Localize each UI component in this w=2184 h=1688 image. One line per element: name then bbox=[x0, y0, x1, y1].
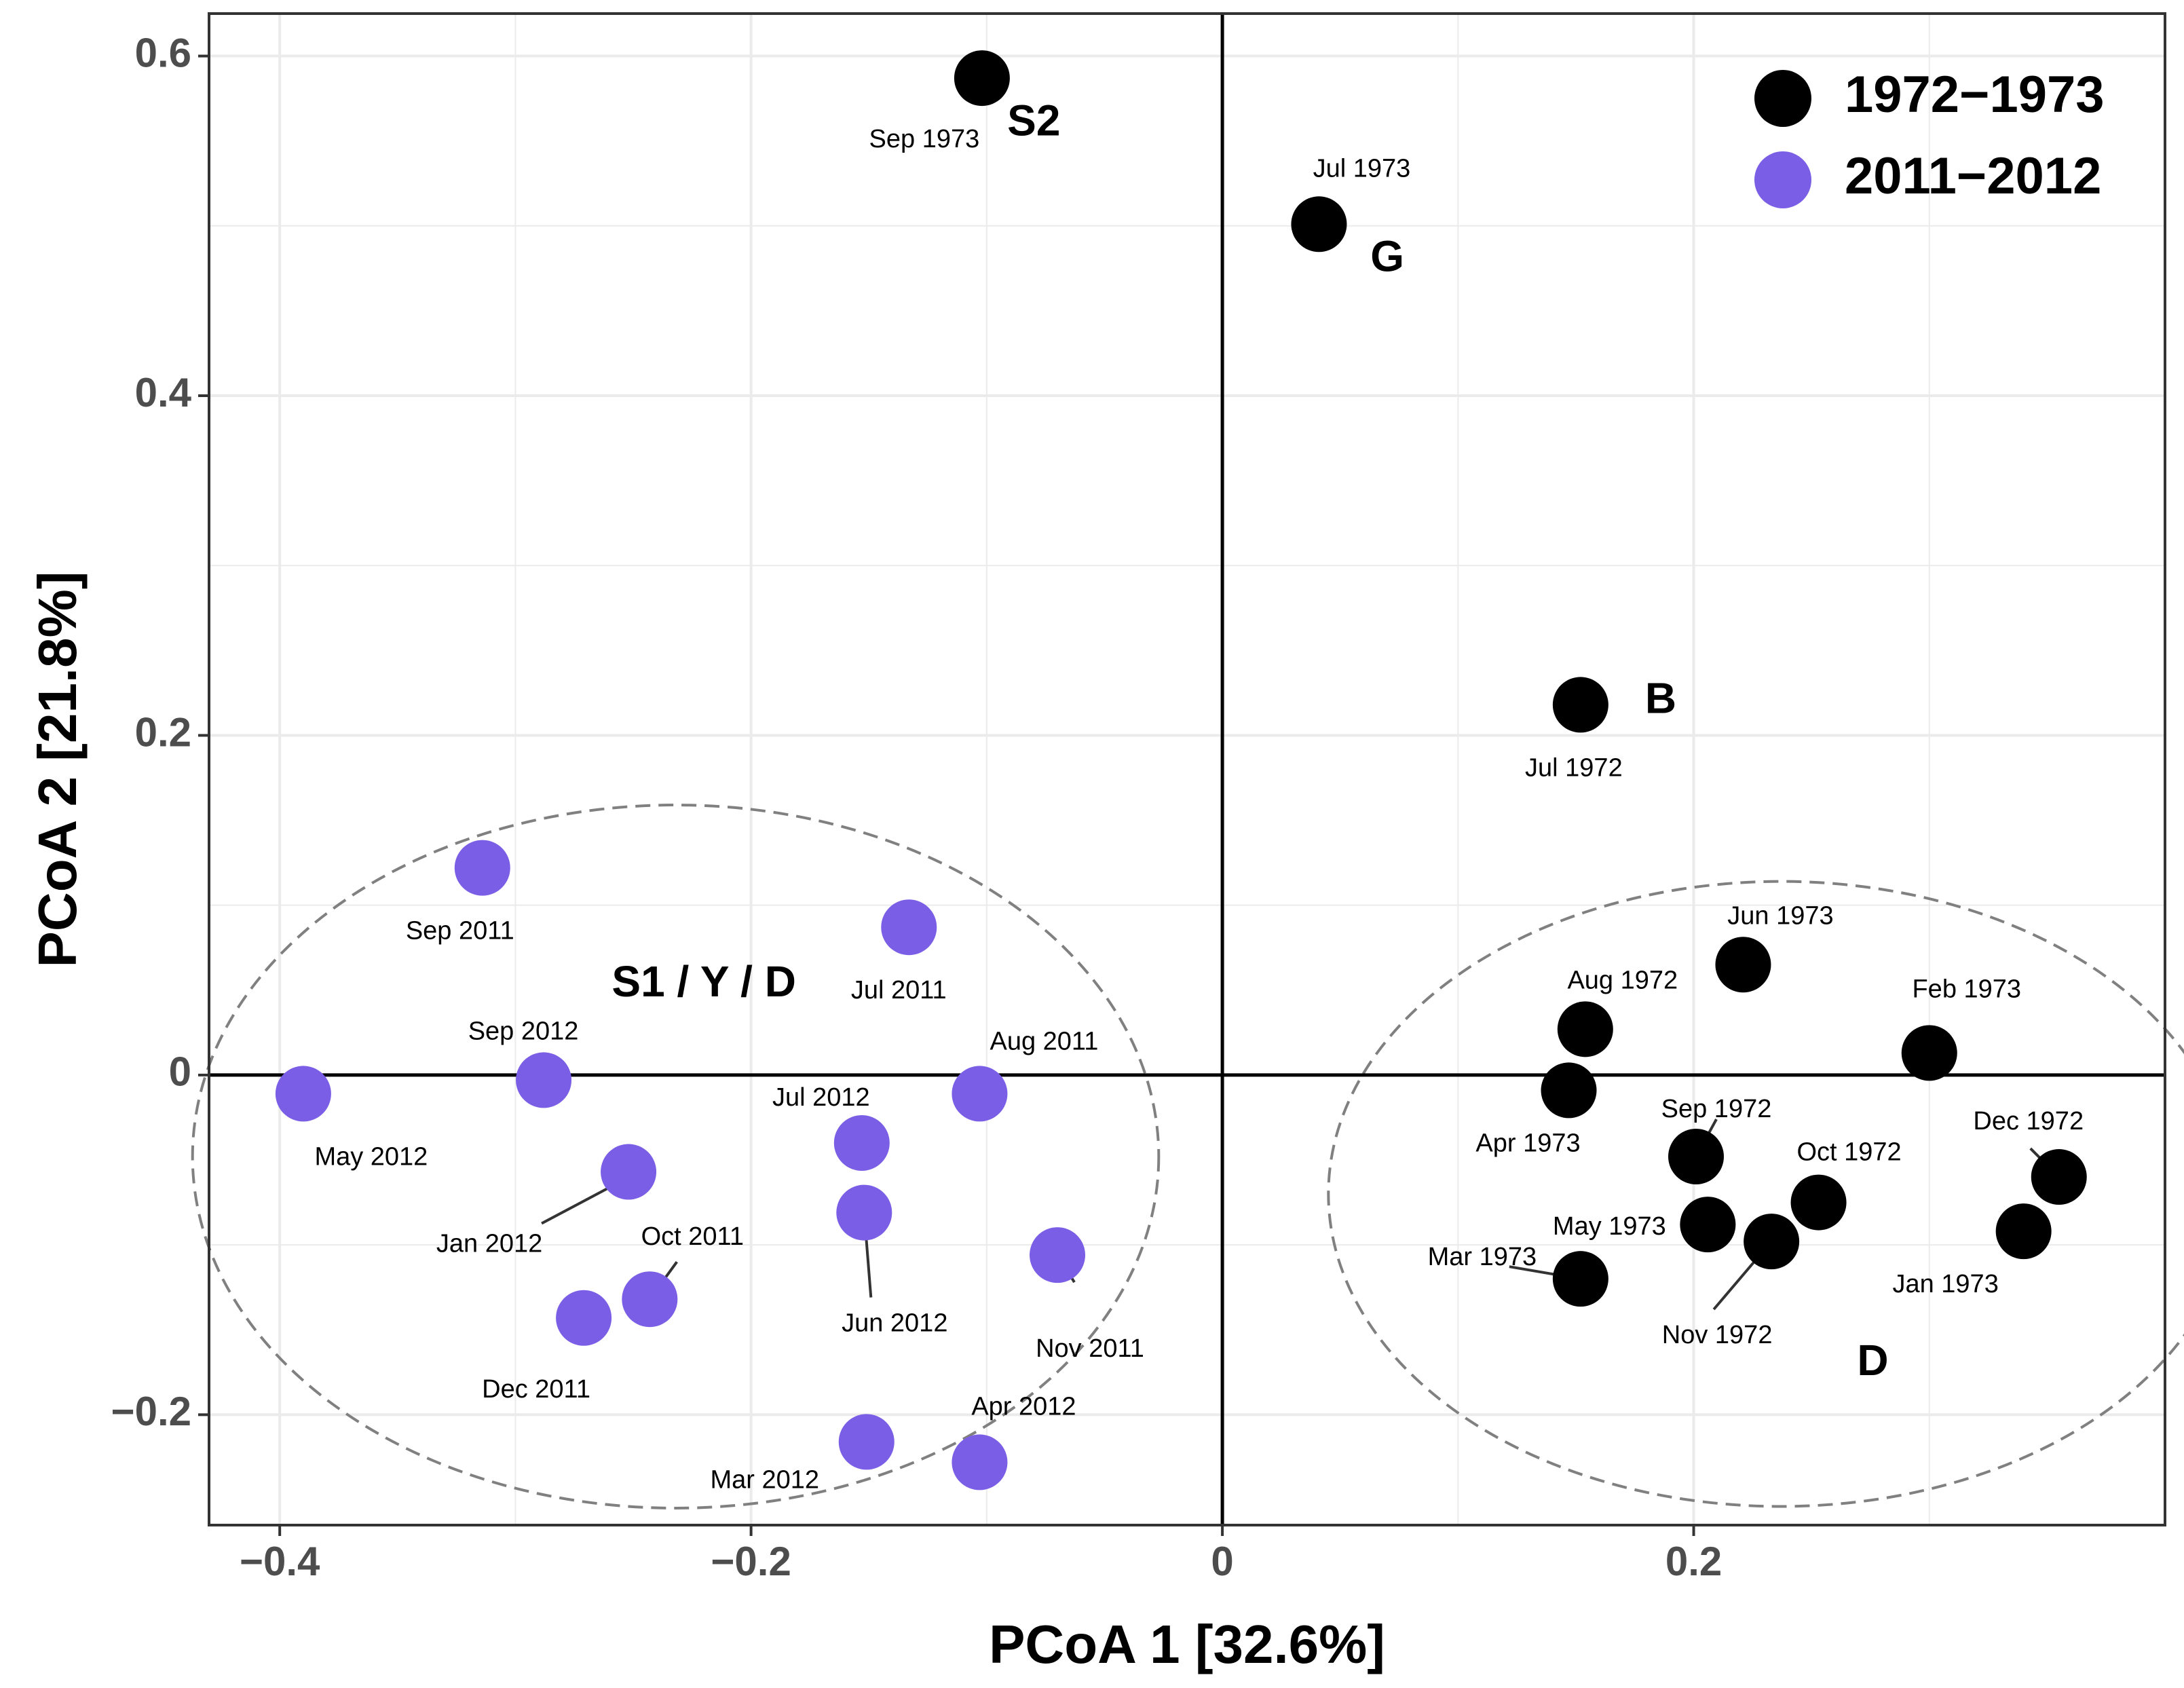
point-jul-1972 bbox=[1552, 677, 1608, 733]
axes: −0.4 −0.2 0 0.2 −0.2 0 0.2 0.4 0.6 PCoA 1 [32.6%]… bbox=[27, 30, 1722, 1674]
y-tick-label: 0.4 bbox=[135, 370, 192, 415]
point-may-1973 bbox=[1680, 1197, 1736, 1253]
point-label-dec-2011: Dec 2011 bbox=[482, 1375, 590, 1404]
point-jan-2012 bbox=[601, 1144, 657, 1200]
y-tick-label: −0.2 bbox=[111, 1389, 191, 1434]
point-oct-2011 bbox=[622, 1271, 678, 1328]
legend: 1972−1973 2011−2012 bbox=[1754, 66, 2105, 208]
point-label-jan-1973: Jan 1973 bbox=[1892, 1270, 1998, 1298]
point-label-apr-1973: Apr 1973 bbox=[1475, 1129, 1580, 1157]
point-aug-1972 bbox=[1557, 1001, 1613, 1057]
point-label-nov-2011: Nov 2011 bbox=[1036, 1334, 1144, 1363]
point-jul-1973 bbox=[1291, 196, 1347, 252]
y-axis-title: PCoA 2 [21.8%] bbox=[27, 571, 88, 968]
point-label-jul-2012: Jul 2012 bbox=[772, 1083, 870, 1112]
point-label-aug-2011: Aug 2011 bbox=[990, 1027, 1098, 1055]
y-tick-label: 0.6 bbox=[135, 30, 191, 75]
point-dec-1972 bbox=[2031, 1149, 2087, 1205]
y-tick-label: 0 bbox=[169, 1049, 191, 1095]
group-labels: S2 G B S1 / Y / D D bbox=[611, 96, 1888, 1385]
point-label-sep-2012: Sep 2012 bbox=[468, 1017, 579, 1045]
point-mar-1973 bbox=[1552, 1251, 1608, 1307]
legend-marker-1972-1973 bbox=[1754, 70, 1811, 127]
point-label-feb-1973: Feb 1973 bbox=[1912, 975, 2021, 1003]
point-label-may-1973: May 1973 bbox=[1553, 1212, 1666, 1241]
point-label-nov-1972: Nov 1972 bbox=[1662, 1321, 1773, 1349]
point-label-jul-1973: Jul 1973 bbox=[1313, 154, 1411, 183]
point-label-aug-1972: Aug 1972 bbox=[1567, 966, 1678, 994]
connector-jan-2012 bbox=[541, 1186, 609, 1225]
x-tick-label: −0.4 bbox=[240, 1539, 320, 1584]
group-ellipses bbox=[191, 804, 2184, 1509]
point-label-jun-1973: Jun 1973 bbox=[1727, 901, 1833, 930]
point-label-mar-1973: Mar 1973 bbox=[1428, 1243, 1537, 1271]
point-oct-1972 bbox=[1790, 1174, 1847, 1231]
point-jul-2012 bbox=[833, 1114, 890, 1171]
point-label-jul-2011: Jul 2011 bbox=[851, 976, 947, 1005]
data-points bbox=[275, 50, 2087, 1490]
point-jan-1973 bbox=[1995, 1203, 2052, 1260]
group-label-b: B bbox=[1645, 673, 1676, 722]
point-may-2012 bbox=[275, 1066, 331, 1122]
y-tick-label: 0.2 bbox=[135, 709, 191, 755]
x-tick-label: 0.2 bbox=[1665, 1539, 1722, 1584]
point-jun-1973 bbox=[1715, 937, 1771, 993]
point-nov-2011 bbox=[1030, 1227, 1086, 1283]
x-axis-title: PCoA 1 [32.6%] bbox=[989, 1614, 1385, 1674]
point-label-apr-2012: Apr 2012 bbox=[971, 1392, 1076, 1421]
point-label-sep-2011: Sep 2011 bbox=[406, 917, 514, 945]
point-apr-1973 bbox=[1541, 1062, 1597, 1119]
point-mar-2012 bbox=[838, 1414, 895, 1470]
legend-label-2011-2012: 2011−2012 bbox=[1845, 147, 2101, 205]
point-label-jul-1972: Jul 1972 bbox=[1525, 753, 1623, 782]
point-label-jan-2012: Jan 2012 bbox=[436, 1230, 542, 1258]
group-label-d: D bbox=[1857, 1336, 1888, 1385]
point-label-oct-2011: Oct 2011 bbox=[641, 1222, 744, 1251]
point-aug-2011 bbox=[952, 1066, 1008, 1122]
point-sep-2011 bbox=[454, 840, 510, 896]
point-label-may-2012: May 2012 bbox=[314, 1142, 428, 1171]
group-label-s1-y-d: S1 / Y / D bbox=[611, 957, 796, 1006]
point-apr-2012 bbox=[952, 1434, 1008, 1490]
point-sep-1972 bbox=[1668, 1129, 1725, 1185]
point-label-mar-2012: Mar 2012 bbox=[710, 1465, 819, 1494]
point-label-jun-2012: Jun 2012 bbox=[842, 1309, 947, 1338]
point-label-dec-1972: Dec 1972 bbox=[1973, 1107, 2084, 1136]
group-label-g: G bbox=[1370, 232, 1404, 281]
point-jun-2012 bbox=[836, 1184, 892, 1241]
x-tick-label: 0 bbox=[1211, 1539, 1233, 1584]
legend-label-1972-1973: 1972−1973 bbox=[1845, 66, 2105, 124]
ellipse-d bbox=[1327, 880, 2184, 1508]
point-label-sep-1973: Sep 1973 bbox=[869, 125, 980, 153]
point-feb-1973 bbox=[1901, 1025, 1957, 1081]
ellipse-s1-y-d bbox=[191, 804, 1161, 1509]
point-label-oct-1972: Oct 1972 bbox=[1796, 1138, 1901, 1167]
x-tick-label: −0.2 bbox=[711, 1539, 791, 1584]
group-label-s2: S2 bbox=[1007, 96, 1060, 145]
point-jul-2011 bbox=[881, 899, 937, 956]
point-dec-2011 bbox=[556, 1290, 612, 1346]
point-labels: Sep 1973 Jul 1973 Jul 1972 Jun 1973 Aug 1972… bbox=[314, 125, 2084, 1494]
panel-border bbox=[208, 12, 2166, 1526]
point-label-sep-1972: Sep 1972 bbox=[1661, 1095, 1772, 1123]
legend-marker-2011-2012 bbox=[1754, 151, 1811, 208]
point-nov-1972 bbox=[1744, 1214, 1800, 1270]
point-sep-2012 bbox=[516, 1052, 572, 1108]
point-sep-1973 bbox=[954, 50, 1010, 107]
